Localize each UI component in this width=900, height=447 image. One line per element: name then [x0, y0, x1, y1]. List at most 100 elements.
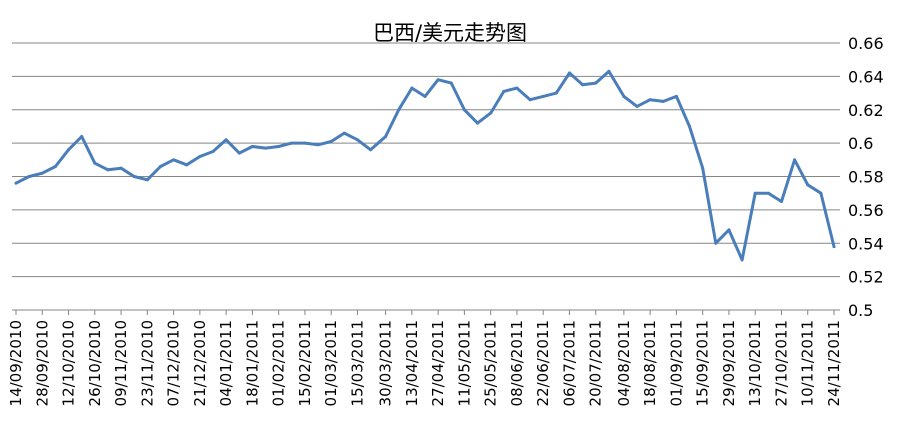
x-tick-label: 15/03/2011 [348, 320, 366, 406]
x-axis-ticks: 14/09/2010 28/09/2010 12/10/2010 26/10/2010… [7, 309, 843, 406]
data-point [753, 191, 757, 195]
data-point [793, 158, 797, 162]
data-point [290, 141, 294, 145]
data-point [132, 175, 136, 178]
x-tick-label: 01/03/2011 [322, 320, 340, 406]
data-point [727, 228, 731, 232]
data-point [106, 168, 110, 172]
data-point [185, 163, 189, 167]
data-point [250, 144, 254, 148]
data-point [701, 166, 705, 170]
data-point [740, 258, 744, 262]
x-tick-label: 18/08/2011 [641, 320, 659, 406]
x-tick-label: 29/09/2011 [720, 320, 738, 406]
data-point [369, 148, 373, 152]
data-point [14, 181, 18, 185]
data-point [80, 134, 84, 138]
data-point [581, 83, 585, 87]
x-tick-label: 09/11/2010 [112, 320, 130, 406]
x-tick-label: 01/02/2011 [270, 320, 288, 406]
data-point [410, 86, 414, 90]
series-line [14, 69, 836, 262]
data-point [661, 99, 665, 103]
data-point [502, 89, 506, 93]
data-point [515, 86, 519, 90]
data-point [224, 138, 228, 142]
x-tick-label: 04/08/2011 [615, 320, 633, 406]
x-tick-label: 18/01/2011 [243, 320, 261, 406]
y-tick-label: 0.6 [848, 134, 873, 153]
x-tick-label: 24/11/2011 [825, 320, 843, 406]
series-layer [14, 69, 836, 262]
data-point [355, 138, 359, 142]
data-point [423, 94, 427, 98]
x-tick-label: 08/06/2011 [508, 320, 526, 406]
data-point [714, 241, 718, 245]
data-point [329, 139, 333, 143]
data-point [567, 71, 571, 75]
data-point [436, 78, 440, 82]
x-tick-label: 13/04/2011 [403, 320, 421, 406]
y-tick-label: 0.62 [848, 101, 884, 120]
data-point [819, 191, 823, 195]
data-point [40, 171, 44, 175]
data-point [462, 108, 466, 112]
x-tick-label: 13/10/2011 [746, 320, 764, 406]
x-tick-label: 21/12/2010 [191, 320, 209, 406]
data-point [476, 121, 480, 125]
data-point [264, 146, 268, 150]
data-point [607, 69, 611, 73]
data-point [832, 245, 836, 249]
x-tick-label: 15/02/2011 [296, 320, 314, 406]
data-point [806, 183, 810, 187]
y-tick-label: 0.52 [848, 268, 884, 287]
x-tick-label: 07/12/2010 [165, 320, 183, 406]
x-tick-label: 25/05/2011 [482, 320, 500, 406]
data-point [237, 151, 241, 155]
data-point [594, 81, 598, 85]
data-point [635, 104, 639, 108]
data-point [384, 134, 388, 138]
data-point [145, 178, 149, 182]
x-tick-label: 04/01/2011 [217, 320, 235, 406]
x-tick-label: 27/10/2011 [772, 320, 790, 406]
data-point [303, 141, 307, 145]
data-point [198, 154, 202, 158]
data-point [779, 200, 783, 204]
y-tick-label: 0.58 [848, 168, 884, 187]
x-tick-label: 14/09/2010 [7, 320, 25, 406]
y-axis-ticks: 0.5 0.52 0.54 0.56 0.58 0.6 0.62 0.64 0.66 [848, 34, 884, 320]
x-tick-label: 11/05/2011 [455, 320, 473, 406]
x-tick-label: 10/11/2011 [799, 320, 817, 406]
data-point [528, 98, 532, 102]
data-point [622, 94, 626, 98]
y-tick-label: 0.64 [848, 67, 884, 86]
data-point [316, 143, 320, 147]
x-tick-label: 22/06/2011 [534, 320, 552, 406]
chart-title: 巴西/美元走势图 [373, 21, 527, 45]
data-point [688, 124, 692, 128]
x-tick-label: 01/09/2011 [667, 320, 685, 406]
x-tick-label: 28/09/2010 [33, 320, 51, 406]
data-point [554, 91, 558, 95]
x-tick-label: 26/10/2010 [86, 320, 104, 406]
y-tick-label: 0.56 [848, 201, 884, 220]
data-point [211, 149, 215, 153]
y-tick-label: 0.5 [848, 301, 873, 320]
data-point [674, 94, 678, 98]
x-tick-label: 30/03/2011 [377, 320, 395, 406]
data-point [277, 144, 281, 148]
data-point [53, 164, 57, 168]
data-point [27, 175, 31, 178]
y-tick-label: 0.54 [848, 234, 884, 253]
y-tick-label: 0.66 [848, 34, 884, 53]
x-tick-label: 27/04/2011 [429, 320, 447, 406]
x-tick-label: 15/09/2011 [694, 320, 712, 406]
data-point [648, 98, 652, 102]
data-point [119, 166, 123, 170]
data-point [67, 148, 71, 152]
x-tick-label: 23/11/2010 [138, 320, 156, 406]
data-point [93, 161, 97, 165]
